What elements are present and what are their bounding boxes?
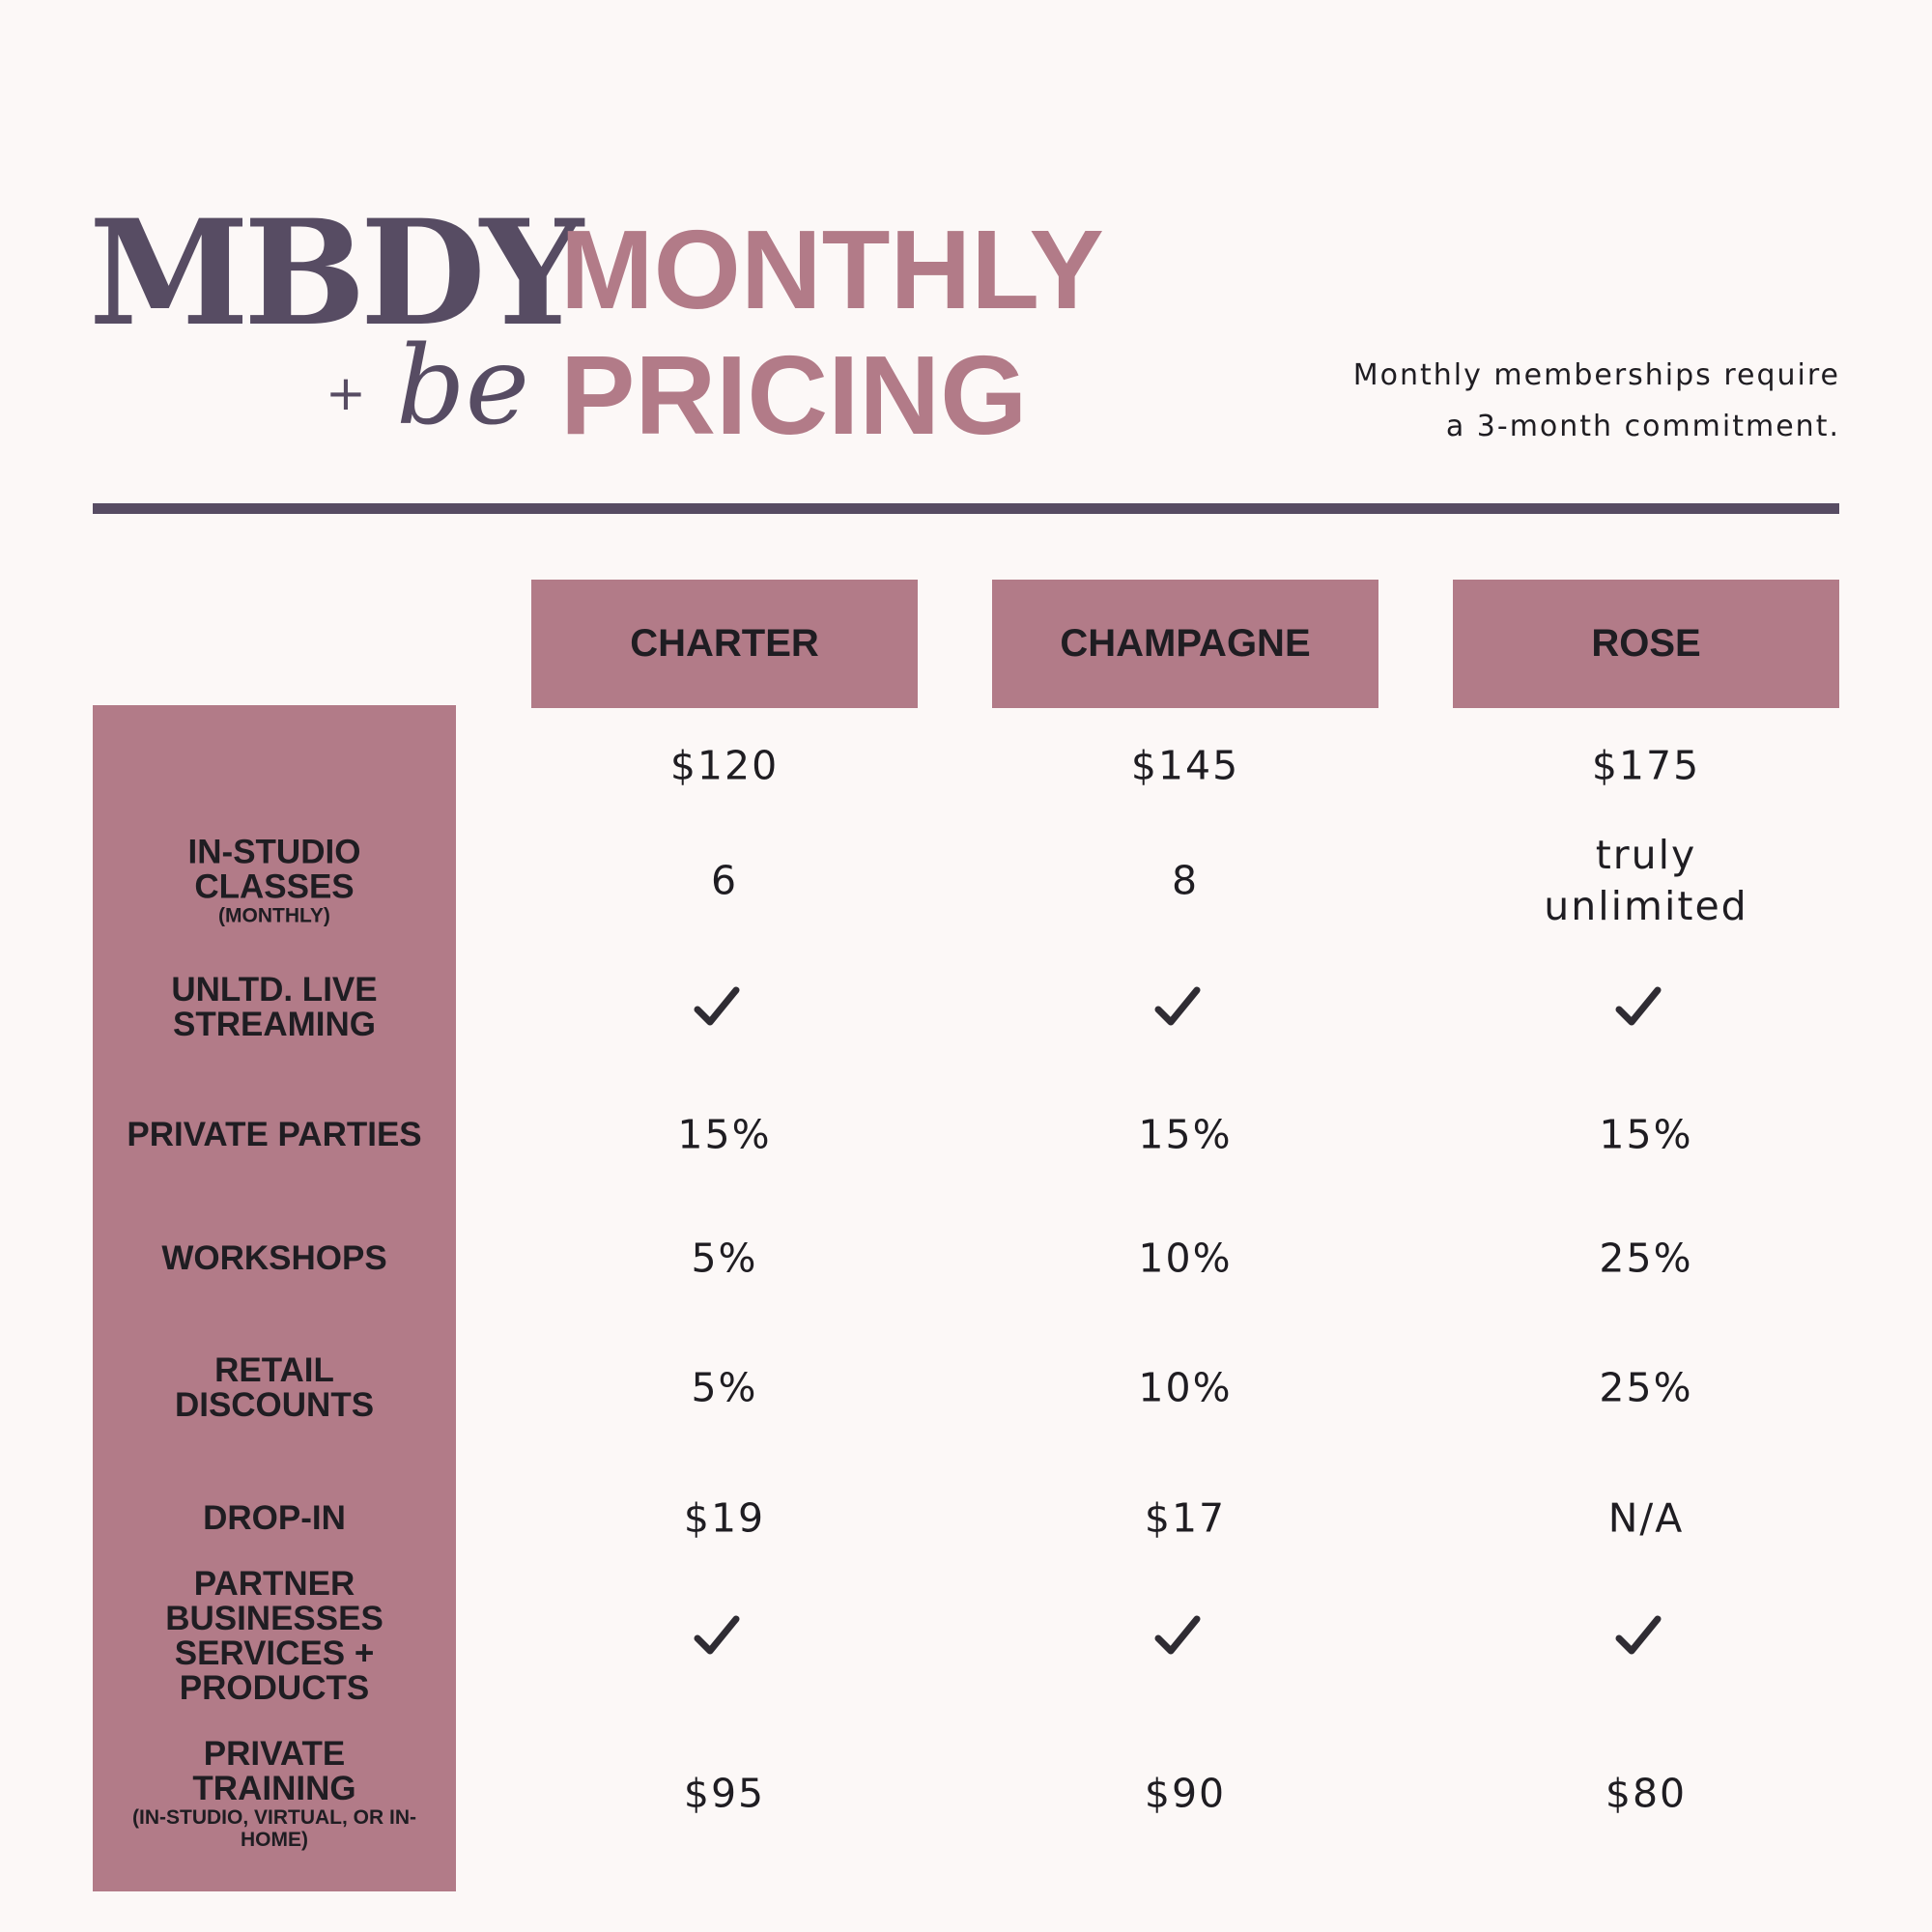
checkmark-icon [1154, 985, 1201, 1030]
row-label-text: UNLTD. LIVE STREAMING [171, 971, 378, 1043]
row-label: PRIVATE PARTIES [93, 1118, 456, 1152]
row-label: PRIVATE TRAINING (IN-STUDIO, VIRTUAL, OR … [93, 1735, 456, 1852]
row-label-text: PRIVATE PARTIES [127, 1116, 422, 1153]
table-cell: 5% [691, 1364, 758, 1411]
table-cell: $19 [683, 1494, 766, 1542]
note-line-1: Monthly memberships require [1352, 358, 1840, 392]
table-cell: $80 [1605, 1770, 1688, 1817]
row-label-subtext: (MONTHLY) [218, 904, 330, 927]
price-charter: $120 [669, 742, 780, 789]
checkmark-icon [694, 1614, 740, 1659]
table-cell: 10% [1138, 1364, 1233, 1411]
feature-sidebar [93, 705, 456, 1891]
title-line-1: MONTHLY [560, 207, 1104, 332]
row-label-subtext: (IN-STUDIO, VIRTUAL, OR IN-HOME) [132, 1806, 416, 1851]
row-label-text: PRIVATE TRAINING [192, 1735, 356, 1807]
checkmark-icon [1615, 985, 1662, 1030]
row-label-text: WORKSHOPS [161, 1239, 387, 1277]
table-cell: $17 [1144, 1494, 1227, 1542]
row-label-text: PARTNER BUSINESSES SERVICES + PRODUCTS [165, 1565, 384, 1707]
title-line-2: PRICING [560, 332, 1028, 458]
table-cell: 25% [1599, 1364, 1693, 1411]
row-label-text: IN-STUDIO CLASSES [187, 833, 361, 906]
table-cell: $90 [1144, 1770, 1227, 1817]
logo: MBDY + be [89, 184, 583, 483]
checkmark-icon [694, 985, 740, 1030]
row-label: DROP-IN [93, 1501, 456, 1536]
logo-script: be [396, 324, 529, 449]
header-divider [93, 503, 1839, 514]
table-cell: 6 [710, 857, 739, 904]
table-cell: $95 [683, 1770, 766, 1817]
row-label: PARTNER BUSINESSES SERVICES + PRODUCTS [93, 1567, 456, 1706]
table-cell: 15% [1599, 1111, 1693, 1158]
table-cell: 15% [1138, 1111, 1233, 1158]
checkmark-icon [1154, 1614, 1201, 1659]
commitment-note: Monthly memberships require a 3-month co… [1353, 350, 1840, 452]
table-cell: 10% [1138, 1235, 1233, 1282]
checkmark-icon [1615, 1614, 1662, 1659]
row-label: UNLTD. LIVE STREAMING [93, 973, 456, 1042]
plan-header-champagne: CHAMPAGNE [992, 580, 1378, 708]
table-cell: 15% [677, 1111, 772, 1158]
row-label: RETAIL DISCOUNTS [93, 1353, 456, 1423]
price-rose: $175 [1591, 742, 1701, 789]
table-cell: 25% [1599, 1235, 1693, 1282]
plan-header-rose: ROSE [1453, 580, 1839, 708]
table-cell: 5% [691, 1235, 758, 1282]
logo-wordmark: MBDY [89, 188, 583, 358]
logo-plus: + [326, 365, 366, 421]
row-label-text: DROP-IN [203, 1499, 346, 1537]
note-line-2: a 3-month commitment. [1445, 410, 1840, 443]
table-cell: truly unlimited [1544, 832, 1748, 929]
table-cell: N/A [1607, 1494, 1685, 1542]
page-title: MONTHLY PRICING [560, 207, 1104, 458]
price-champagne: $145 [1130, 742, 1240, 789]
row-label-text: RETAIL DISCOUNTS [174, 1351, 375, 1424]
row-label: WORKSHOPS [93, 1241, 456, 1276]
plan-header-charter: CHARTER [531, 580, 918, 708]
row-label: IN-STUDIO CLASSES (MONTHLY) [93, 833, 456, 927]
table-cell: 8 [1171, 857, 1200, 904]
